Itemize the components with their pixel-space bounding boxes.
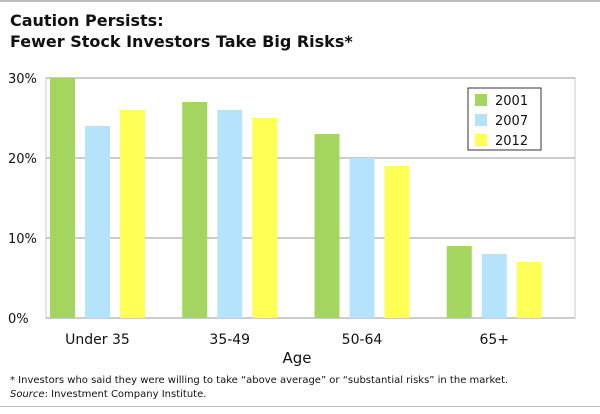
top-rule — [0, 0, 600, 2]
legend-swatch — [475, 134, 487, 146]
x-tick-label: 65+ — [479, 332, 509, 348]
bar — [120, 110, 145, 318]
chart-notes: * Investors who said they were willing t… — [10, 374, 508, 402]
footnote: * Investors who said they were willing t… — [10, 375, 509, 386]
x-tick-label: 35-49 — [209, 332, 250, 348]
bar — [349, 158, 375, 318]
source-text: : Investment Company Institute. — [44, 389, 207, 400]
bar — [314, 134, 340, 318]
bar — [252, 118, 278, 318]
y-tick-label: 30% — [8, 72, 37, 87]
title-line-1: Caution Persists: — [10, 11, 164, 30]
bar — [384, 166, 410, 318]
bar — [516, 262, 542, 318]
chart-title: Caution Persists: Fewer Stock Investors … — [10, 10, 353, 52]
y-tick-label: 20% — [8, 152, 37, 167]
x-axis-label: Age — [282, 349, 311, 367]
legend-swatch — [475, 114, 487, 126]
source-label: Source — [10, 389, 45, 400]
bar — [50, 78, 75, 318]
legend-label: 2001 — [495, 94, 528, 109]
bar — [85, 126, 110, 318]
bar — [481, 254, 507, 318]
legend-swatch — [475, 94, 487, 106]
source-line: Source: Investment Company Institute. — [10, 388, 508, 402]
bar — [182, 102, 208, 318]
x-tick-label: Under 35 — [65, 332, 130, 348]
legend-label: 2012 — [495, 134, 528, 149]
bar — [217, 110, 243, 318]
bottom-rule — [0, 406, 600, 407]
bar — [446, 246, 472, 318]
y-tick-label: 10% — [8, 232, 37, 247]
title-line-2: Fewer Stock Investors Take Big Risks* — [10, 32, 353, 51]
y-tick-label: 0% — [8, 312, 29, 327]
x-tick-label: 50-64 — [342, 332, 383, 348]
legend-label: 2007 — [495, 114, 528, 129]
bar-chart: 0% 10% 20% 30% Under 35 35-49 50-64 65+ Age 2001 2… — [8, 72, 576, 367]
